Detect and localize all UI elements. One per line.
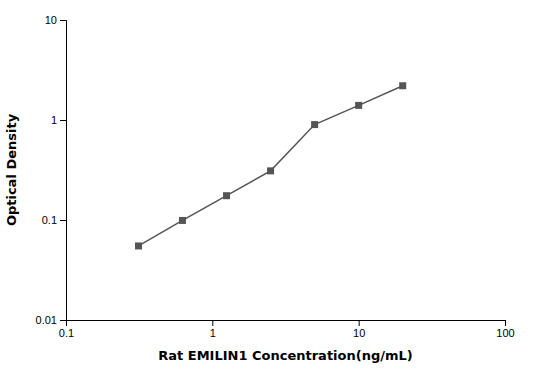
tick: 10 bbox=[353, 320, 365, 339]
y-axis-title: Optical Density bbox=[4, 113, 19, 226]
marker bbox=[267, 167, 274, 174]
chart: 0.11101000.010.1110Rat EMILIN1 Concentra… bbox=[0, 0, 533, 372]
tick: 1 bbox=[210, 320, 216, 339]
marker bbox=[135, 242, 142, 249]
line bbox=[139, 86, 403, 246]
tick-label: 0.1 bbox=[42, 214, 57, 226]
tick: 10 bbox=[45, 14, 66, 26]
marker bbox=[399, 82, 406, 89]
tick-label: 1 bbox=[51, 114, 57, 126]
tick: 100 bbox=[496, 320, 514, 339]
tick-label: 10 bbox=[353, 327, 365, 339]
plot: 0.11101000.010.1110 bbox=[36, 14, 515, 339]
tick-label: 100 bbox=[496, 327, 514, 339]
tick: 0.1 bbox=[59, 320, 74, 339]
axis-line bbox=[67, 321, 506, 327]
tick-label: 1 bbox=[210, 327, 216, 339]
tick-mark bbox=[60, 220, 66, 221]
tick: 0.01 bbox=[36, 314, 66, 326]
tick-label: 0.01 bbox=[36, 314, 57, 326]
y-axis: 0.01 0.1 1 10 bbox=[36, 14, 67, 326]
x-axis: 0.1 1 10 100 bbox=[59, 320, 515, 339]
tick-label: 0.1 bbox=[59, 327, 74, 339]
marker bbox=[355, 102, 362, 109]
tick-label: 10 bbox=[45, 14, 57, 26]
tick-mark bbox=[60, 120, 66, 121]
tick-mark bbox=[60, 20, 66, 21]
tick: 0.1 bbox=[42, 214, 66, 226]
data-layer bbox=[135, 82, 406, 249]
tick: 1 bbox=[51, 114, 66, 126]
tick-mark bbox=[505, 320, 506, 326]
axis-line bbox=[60, 21, 67, 321]
tick-mark bbox=[60, 320, 66, 321]
marker bbox=[223, 192, 230, 199]
x-axis-title: Rat EMILIN1 Concentration(ng/mL) bbox=[158, 348, 413, 363]
tick-mark bbox=[359, 320, 360, 326]
marker bbox=[311, 121, 318, 128]
tick-mark bbox=[212, 320, 213, 326]
marker bbox=[179, 217, 186, 224]
